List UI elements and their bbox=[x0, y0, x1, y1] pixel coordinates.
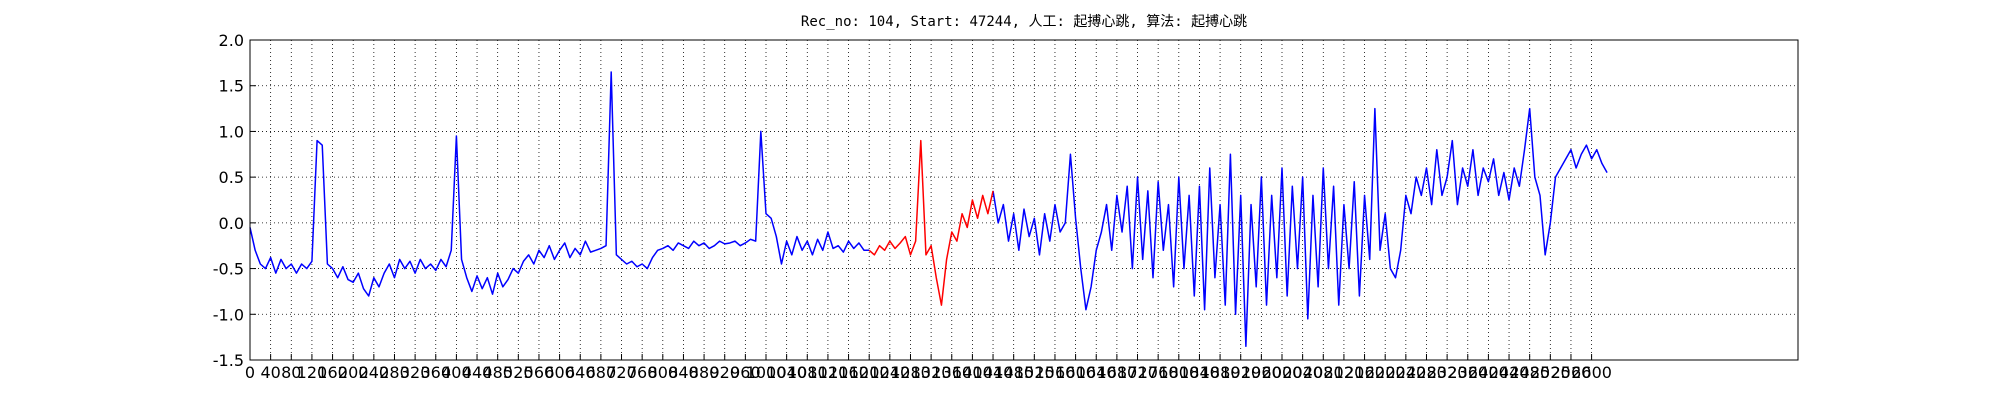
line-series bbox=[249, 71, 1608, 348]
x-tick-label: 1440 bbox=[973, 363, 1014, 382]
x-tick-label: 1880 bbox=[1200, 363, 1241, 382]
x-tick-label: 1800 bbox=[1158, 363, 1199, 382]
x-tick-label: 560 bbox=[524, 363, 555, 382]
plot-frame bbox=[249, 39, 1799, 361]
x-tick-label: 2200 bbox=[1365, 363, 1406, 382]
y-tick-label: -1.0 bbox=[213, 305, 244, 324]
x-tick-label: 1360 bbox=[931, 363, 972, 382]
x-tick-label: 40 bbox=[260, 363, 280, 382]
x-tick-label: 1200 bbox=[849, 363, 890, 382]
x-tick-label: 2080 bbox=[1303, 363, 1344, 382]
y-tick-label: -1.5 bbox=[213, 351, 244, 370]
line-series bbox=[868, 139, 994, 306]
x-tick-label: 1960 bbox=[1241, 363, 1282, 382]
x-tick-label: 1400 bbox=[952, 363, 993, 382]
x-tick-label: 1760 bbox=[1138, 363, 1179, 382]
x-tick-label: 2280 bbox=[1406, 363, 1447, 382]
x-tick-label: 640 bbox=[565, 363, 596, 382]
x-tick-label: 400 bbox=[441, 363, 472, 382]
y-tick-label: 1.0 bbox=[219, 122, 244, 141]
x-tick-label: 1240 bbox=[869, 363, 910, 382]
x-tick-label: 2120 bbox=[1324, 363, 1365, 382]
x-tick-label: 1280 bbox=[890, 363, 931, 382]
x-tick-label: 1840 bbox=[1179, 363, 1220, 382]
x-tick-label: 520 bbox=[503, 363, 534, 382]
x-tick-label: 2360 bbox=[1447, 363, 1488, 382]
x-tick-label: 2480 bbox=[1509, 363, 1550, 382]
x-tick-label: 960 bbox=[730, 363, 761, 382]
x-tick-label: 120 bbox=[297, 363, 328, 382]
y-tick-label: 0.5 bbox=[219, 168, 244, 187]
chart-title: Rec_no: 104, Start: 47244, 人工: 起搏心跳, 算法:… bbox=[801, 13, 1247, 30]
x-tick-label: 160 bbox=[317, 363, 348, 382]
x-tick-label: 1640 bbox=[1076, 363, 1117, 382]
x-tick-label: 1120 bbox=[808, 363, 849, 382]
x-tick-label: 0 bbox=[245, 363, 255, 382]
x-tick-label: 320 bbox=[400, 363, 431, 382]
x-tick-label: 80 bbox=[281, 363, 301, 382]
x-tick-label: 2240 bbox=[1385, 363, 1426, 382]
x-tick-label: 2520 bbox=[1530, 363, 1571, 382]
x-tick-label: 360 bbox=[420, 363, 451, 382]
x-tick-label: 280 bbox=[379, 363, 410, 382]
x-tick-label: 440 bbox=[462, 363, 493, 382]
x-tick-label: 920 bbox=[709, 363, 740, 382]
x-tick-label: 2600 bbox=[1571, 363, 1612, 382]
x-tick-label: 880 bbox=[689, 363, 720, 382]
x-tick-label: 1320 bbox=[911, 363, 952, 382]
x-tick-label: 1160 bbox=[828, 363, 869, 382]
y-tick-label: -0.5 bbox=[213, 260, 244, 279]
y-tick-label: 2.0 bbox=[219, 31, 244, 50]
x-tick-label: 240 bbox=[359, 363, 390, 382]
x-tick-label: 720 bbox=[606, 363, 637, 382]
y-tick-label: 1.5 bbox=[219, 77, 244, 96]
x-tick-label: 1480 bbox=[993, 363, 1034, 382]
x-tick-label: 1520 bbox=[1014, 363, 1055, 382]
x-tick-label: 1920 bbox=[1220, 363, 1261, 382]
x-tick-label: 480 bbox=[482, 363, 513, 382]
x-tick-label: 1600 bbox=[1055, 363, 1096, 382]
x-tick-label: 2560 bbox=[1551, 363, 1592, 382]
x-tick-label: 1040 bbox=[766, 363, 807, 382]
x-tick-label: 200 bbox=[338, 363, 369, 382]
x-tick-label: 840 bbox=[668, 363, 699, 382]
x-tick-label: 2040 bbox=[1282, 363, 1323, 382]
x-tick-label: 760 bbox=[627, 363, 658, 382]
x-tick-label: 680 bbox=[586, 363, 617, 382]
x-tick-label: 2000 bbox=[1262, 363, 1303, 382]
y-tick-label: 0.0 bbox=[219, 214, 244, 233]
x-tick-label: 1560 bbox=[1035, 363, 1076, 382]
x-tick-label: 2320 bbox=[1427, 363, 1468, 382]
x-tick-label: 800 bbox=[648, 363, 679, 382]
x-tick-label: 1000 bbox=[746, 363, 787, 382]
x-tick-label: 2440 bbox=[1489, 363, 1530, 382]
x-tick-label: 600 bbox=[544, 363, 575, 382]
x-tick-label: 1080 bbox=[787, 363, 828, 382]
x-tick-label: 2400 bbox=[1468, 363, 1509, 382]
x-tick-label: 1720 bbox=[1117, 363, 1158, 382]
x-tick-label: 1680 bbox=[1097, 363, 1138, 382]
x-tick-label: 2160 bbox=[1344, 363, 1385, 382]
